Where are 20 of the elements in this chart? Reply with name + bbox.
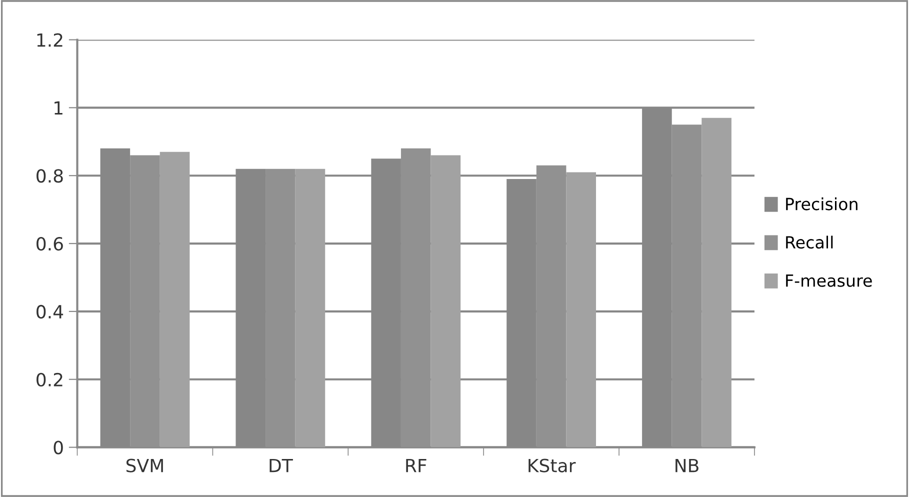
x-tick-label: RF	[406, 458, 426, 472]
x-tick-label: SVM	[126, 458, 163, 472]
y-tick-label: 0.4	[36, 304, 64, 319]
bar	[430, 155, 461, 448]
x-tick-label: KStar	[528, 458, 576, 472]
y-tick-label: 0	[54, 440, 63, 454]
legend-label: Precision	[786, 197, 858, 210]
y-tick-label: 0.8	[36, 169, 63, 183]
legend-label: Recall	[786, 236, 833, 249]
y-tick-label: 1.2	[37, 33, 62, 47]
y-tick-label: 0.6	[36, 236, 63, 251]
y-tick-label: 1	[54, 101, 62, 115]
x-tick-label: DT	[270, 458, 293, 472]
y-tick-label: 0.2	[36, 372, 62, 386]
bar	[566, 172, 596, 448]
legend-label: F-measure	[786, 274, 872, 287]
bar	[160, 152, 190, 448]
bar	[702, 118, 732, 448]
x-tick-label: NB	[676, 458, 698, 472]
bar	[295, 168, 326, 448]
